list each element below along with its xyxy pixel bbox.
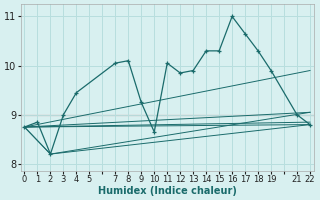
X-axis label: Humidex (Indice chaleur): Humidex (Indice chaleur) [98,186,237,196]
